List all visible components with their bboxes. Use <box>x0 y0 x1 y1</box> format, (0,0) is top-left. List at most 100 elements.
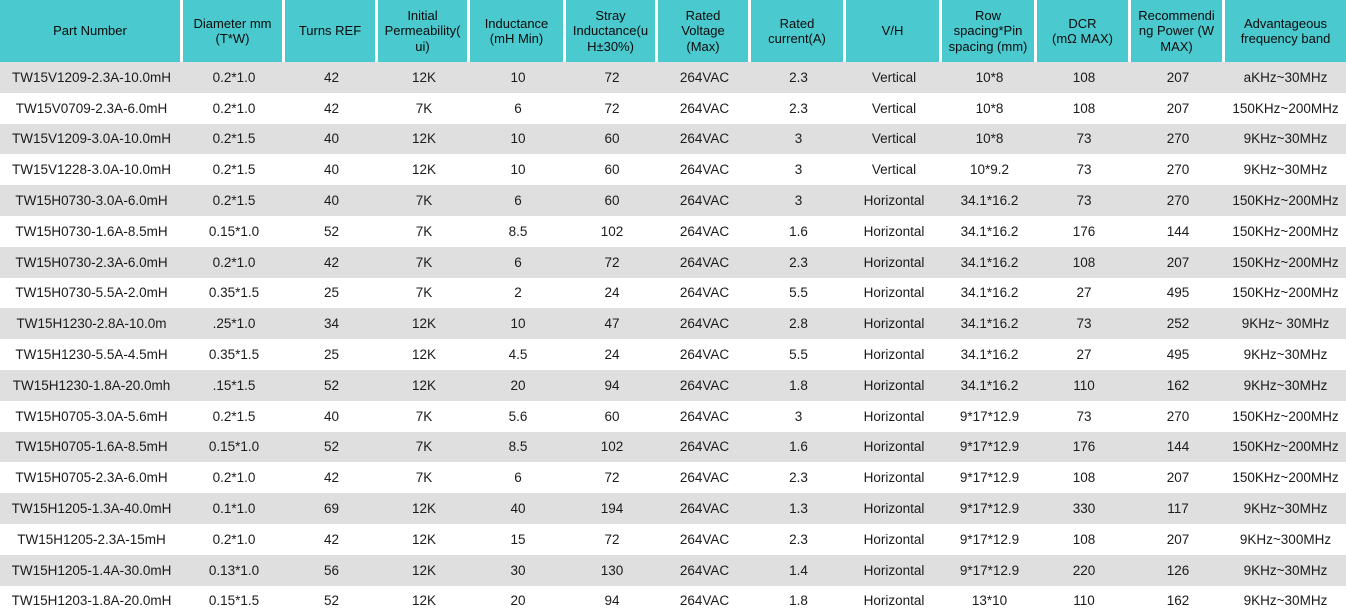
cell-turns-ref: 69 <box>323 501 340 517</box>
cell-stray-inductance: 130 <box>600 562 624 578</box>
cell-rated-current: 3 <box>794 193 803 209</box>
cell-v-h: Horizontal <box>863 377 925 393</box>
cell-rated-voltage: 264VAC <box>679 531 730 547</box>
cell-recommending-power: 162 <box>1166 593 1190 609</box>
cell-row-pin-spacing: 34.1*16.2 <box>960 285 1019 301</box>
cell-v-h: Vertical <box>871 69 917 85</box>
cell-stray-inductance: 102 <box>600 223 624 239</box>
cell-diameter: 0.2*1.0 <box>212 254 256 270</box>
cell-diameter: 0.2*1.5 <box>212 162 256 178</box>
cell-diameter: .25*1.0 <box>212 316 256 332</box>
cell-initial-permeability: 7K <box>415 408 433 424</box>
cell-v-h: Horizontal <box>863 470 925 486</box>
cell-diameter: 0.35*1.5 <box>208 347 260 363</box>
cell-rated-voltage: 264VAC <box>679 593 730 609</box>
cell-turns-ref: 25 <box>323 285 340 301</box>
cell-row-pin-spacing: 34.1*16.2 <box>960 347 1019 363</box>
cell-diameter: 0.2*1.0 <box>212 100 256 116</box>
column-header-dcr: DCR (mΩ MAX) <box>1037 0 1131 62</box>
cell-rated-voltage: 264VAC <box>679 562 730 578</box>
cell-rated-voltage: 264VAC <box>679 439 730 455</box>
cell-part-number: TW15V0709-2.3A-6.0mH <box>15 100 168 116</box>
cell-rated-current: 1.3 <box>789 501 808 517</box>
cell-rated-current: 3 <box>794 408 803 424</box>
cell-turns-ref: 40 <box>323 162 340 178</box>
cell-stray-inductance: 72 <box>604 100 620 116</box>
cell-diameter: .15*1.5 <box>212 377 256 393</box>
table-row: TW15H0730-3.0A-6.0mH 0.2*1.5 40 7K 6 60 264VAC… <box>0 185 1346 216</box>
cell-row-pin-spacing: 10*8 <box>975 69 1004 85</box>
cell-inductance: 2 <box>514 285 522 301</box>
cell-dcr: 73 <box>1076 316 1092 332</box>
cell-rated-current: 1.4 <box>789 562 808 578</box>
cell-stray-inductance: 60 <box>604 408 620 424</box>
cell-rated-current: 2.3 <box>789 254 808 270</box>
cell-v-h: Vertical <box>871 162 917 178</box>
cell-rated-current: 2.3 <box>789 531 808 547</box>
cell-dcr: 73 <box>1076 162 1092 178</box>
cell-v-h: Vertical <box>871 131 917 147</box>
cell-rated-voltage: 264VAC <box>679 408 730 424</box>
cell-stray-inductance: 47 <box>604 316 620 332</box>
cell-v-h: Vertical <box>871 100 917 116</box>
cell-inductance: 6 <box>514 254 522 270</box>
cell-initial-permeability: 12K <box>411 131 437 147</box>
cell-part-number: TW15H0705-1.6A-8.5mH <box>15 439 168 455</box>
cell-part-number: TW15H1230-2.8A-10.0m <box>16 316 167 332</box>
cell-rated-voltage: 264VAC <box>679 69 730 85</box>
cell-dcr: 108 <box>1072 470 1096 486</box>
cell-initial-permeability: 12K <box>411 531 437 547</box>
cell-inductance: 15 <box>510 531 526 547</box>
cell-turns-ref: 40 <box>323 408 340 424</box>
table-row: TW15H1205-1.4A-30.0mH 0.13*1.0 56 12K 30 130 2… <box>0 554 1346 586</box>
cell-initial-permeability: 12K <box>411 377 437 393</box>
cell-frequency-band: 9KHz~30MHz <box>1243 377 1328 393</box>
cell-diameter: 0.15*1.5 <box>208 593 260 609</box>
cell-frequency-band: 150KHz~200MHz <box>1232 254 1339 270</box>
table-row: TW15V1209-3.0A-10.0mH 0.2*1.5 40 12K 10 60 264… <box>0 123 1346 155</box>
cell-stray-inductance: 72 <box>604 470 620 486</box>
cell-initial-permeability: 7K <box>415 100 433 116</box>
cell-recommending-power: 252 <box>1166 316 1190 332</box>
cell-turns-ref: 34 <box>323 316 340 332</box>
cell-diameter: 0.2*1.0 <box>212 531 256 547</box>
cell-initial-permeability: 12K <box>411 347 437 363</box>
column-header-recommending-power: Recommendi ng Power (W MAX) <box>1131 0 1225 62</box>
table-row: TW15H1203-1.8A-20.0mH 0.15*1.5 52 12K 20 94 26… <box>0 585 1346 616</box>
cell-v-h: Horizontal <box>863 316 925 332</box>
cell-part-number: TW15H0730-2.3A-6.0mH <box>15 254 168 270</box>
cell-rated-current: 1.8 <box>789 593 808 609</box>
cell-turns-ref: 42 <box>323 254 340 270</box>
cell-row-pin-spacing: 9*17*12.9 <box>959 562 1020 578</box>
table-row: TW15H0705-2.3A-6.0mH 0.2*1.0 42 7K 6 72 264VAC… <box>0 462 1346 494</box>
cell-row-pin-spacing: 10*8 <box>975 100 1004 116</box>
cell-dcr: 108 <box>1072 254 1096 270</box>
table-row: TW15H0730-5.5A-2.0mH 0.35*1.5 25 7K 2 24 264VA… <box>0 277 1346 309</box>
cell-row-pin-spacing: 9*17*12.9 <box>959 470 1020 486</box>
cell-dcr: 27 <box>1076 347 1092 363</box>
cell-stray-inductance: 60 <box>604 131 620 147</box>
cell-part-number: TW15H1205-2.3A-15mH <box>17 531 166 547</box>
cell-frequency-band: 9KHz~30MHz <box>1243 562 1328 578</box>
cell-diameter: 0.15*1.0 <box>208 223 260 239</box>
cell-turns-ref: 40 <box>323 193 340 209</box>
cell-row-pin-spacing: 9*17*12.9 <box>959 408 1020 424</box>
cell-part-number: TW15H1205-1.3A-40.0mH <box>11 501 172 517</box>
table-row: TW15H0730-1.6A-8.5mH 0.15*1.0 52 7K 8.5 102 26… <box>0 215 1346 247</box>
cell-recommending-power: 270 <box>1166 131 1190 147</box>
cell-frequency-band: 150KHz~200MHz <box>1232 100 1339 116</box>
cell-rated-voltage: 264VAC <box>679 285 730 301</box>
cell-v-h: Horizontal <box>863 501 925 517</box>
cell-dcr: 73 <box>1076 131 1092 147</box>
cell-recommending-power: 117 <box>1167 501 1189 517</box>
table-header: Part Number Diameter mm (T*W) Turns REF Ini… <box>0 0 1346 62</box>
cell-inductance: 6 <box>514 193 522 209</box>
cell-diameter: 0.2*1.5 <box>212 408 256 424</box>
cell-frequency-band: 9KHz~ 30MHz <box>1241 316 1330 332</box>
table-row: TW15H0730-2.3A-6.0mH 0.2*1.0 42 7K 6 72 264VAC… <box>0 246 1346 278</box>
cell-stray-inductance: 194 <box>600 501 624 517</box>
cell-inductance: 4.5 <box>508 347 528 363</box>
column-header-v-h: V/H <box>846 0 942 62</box>
cell-inductance: 40 <box>510 501 526 517</box>
cell-stray-inductance: 72 <box>604 69 620 85</box>
